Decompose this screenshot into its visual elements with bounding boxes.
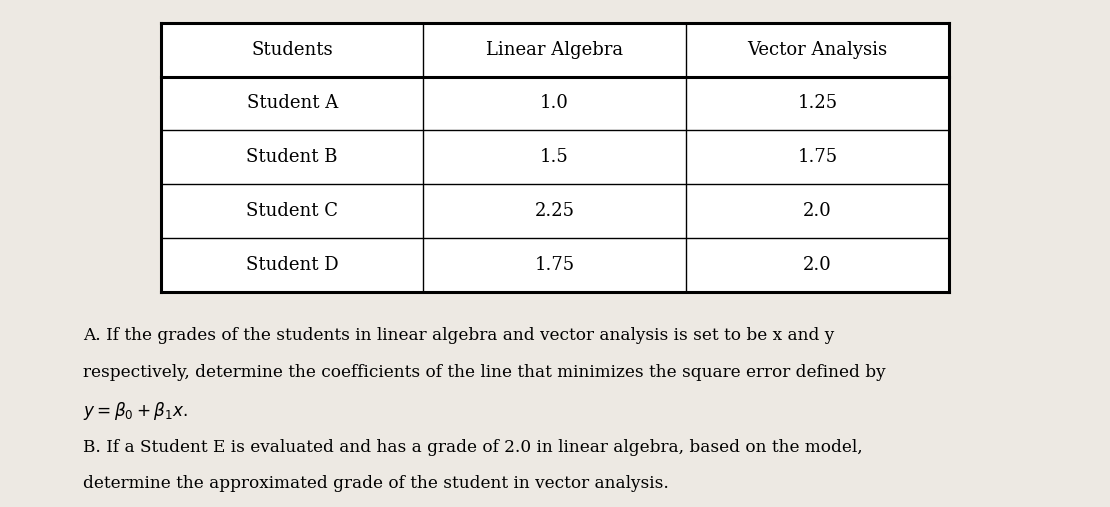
Text: Students: Students	[251, 41, 333, 59]
Text: determine the approximated grade of the student in vector analysis.: determine the approximated grade of the …	[83, 475, 669, 492]
Text: 1.75: 1.75	[535, 256, 575, 274]
Text: Vector Analysis: Vector Analysis	[747, 41, 888, 59]
Text: 1.25: 1.25	[797, 94, 838, 113]
Text: 1.0: 1.0	[541, 94, 569, 113]
Text: $y = \beta_0 + \beta_1 x.$: $y = \beta_0 + \beta_1 x.$	[83, 400, 188, 422]
Text: Student A: Student A	[246, 94, 337, 113]
Text: Student C: Student C	[246, 202, 339, 220]
Text: 2.25: 2.25	[535, 202, 575, 220]
Text: Student D: Student D	[245, 256, 339, 274]
Text: 1.75: 1.75	[797, 148, 838, 166]
Text: 1.5: 1.5	[541, 148, 569, 166]
Text: A. If the grades of the students in linear algebra and vector analysis is set to: A. If the grades of the students in line…	[83, 327, 835, 344]
Text: 2.0: 2.0	[803, 202, 831, 220]
Text: B. If a Student E is evaluated and has a grade of 2.0 in linear algebra, based o: B. If a Student E is evaluated and has a…	[83, 439, 862, 456]
Text: Linear Algebra: Linear Algebra	[486, 41, 623, 59]
Text: 2.0: 2.0	[803, 256, 831, 274]
Text: Student B: Student B	[246, 148, 337, 166]
Text: respectively, determine the coefficients of the line that minimizes the square e: respectively, determine the coefficients…	[83, 364, 886, 381]
Bar	[161, 23, 949, 292]
